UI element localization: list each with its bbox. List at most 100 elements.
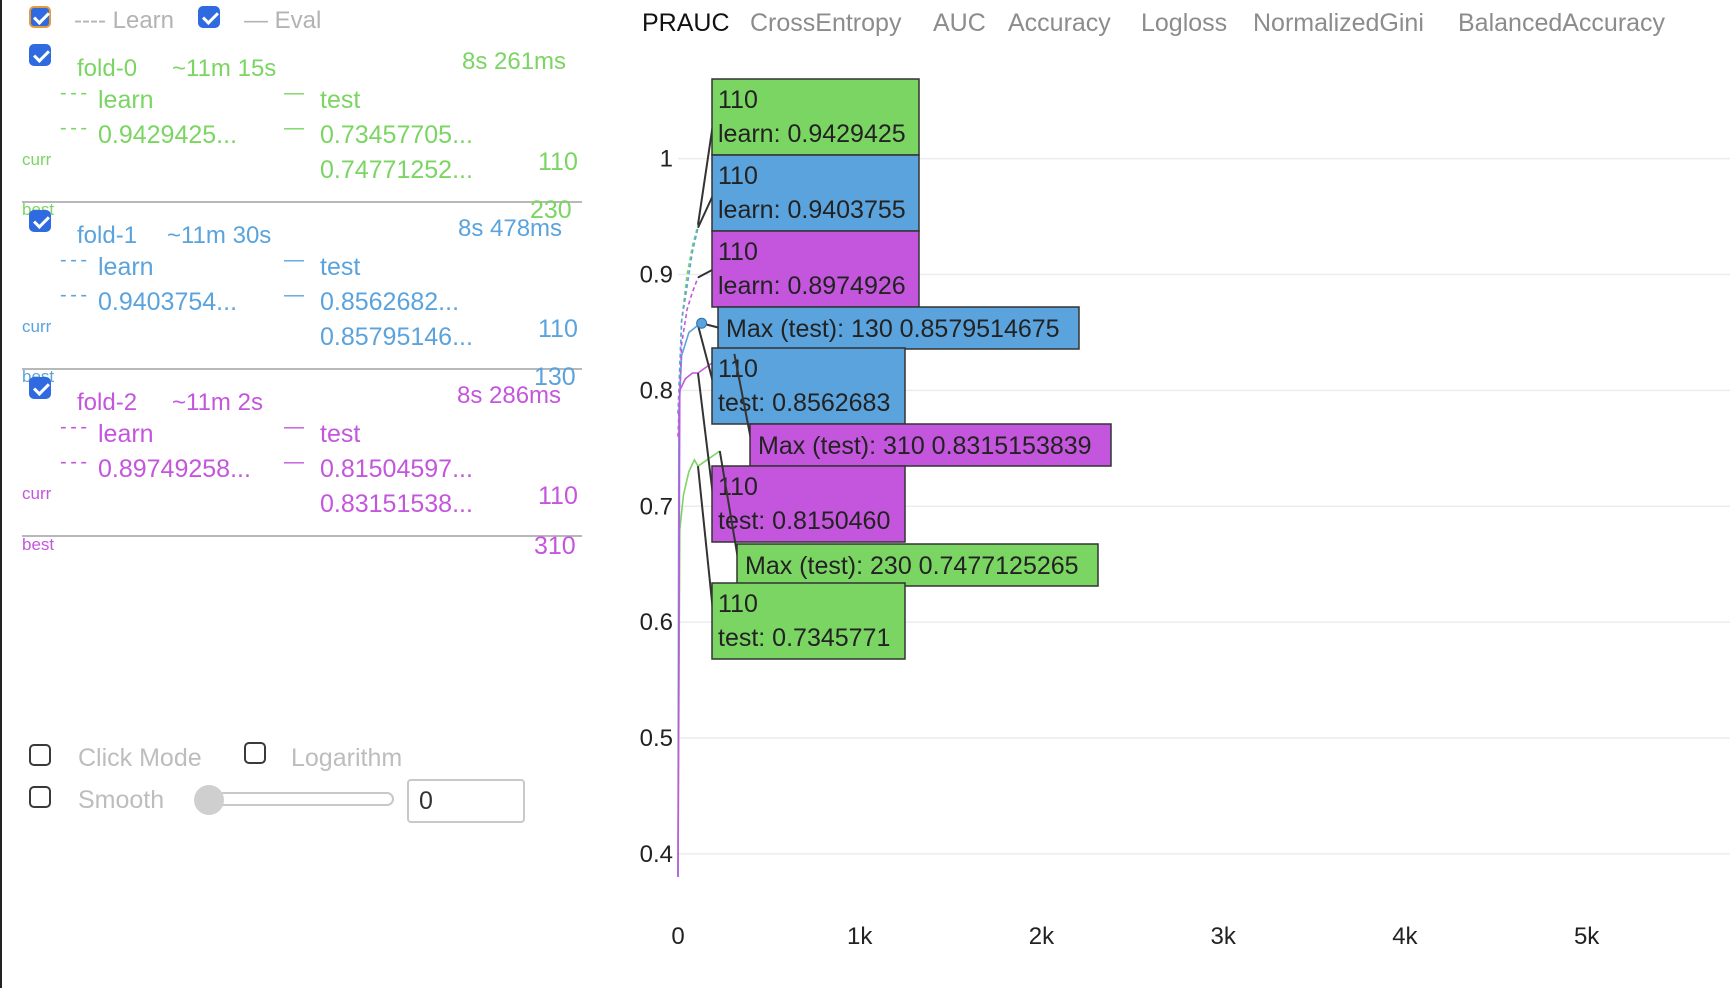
- fold-0-learn-value: 0.9429425...: [98, 121, 238, 149]
- fold-1-checkbox[interactable]: [29, 210, 51, 232]
- dashed-line-icon: - - -: [60, 117, 87, 139]
- fold-1-curr-iter: 110: [538, 315, 578, 343]
- fold-0-duration: 8s 261ms: [462, 48, 567, 75]
- tab-accuracy[interactable]: Accuracy: [1008, 9, 1111, 37]
- tab-normalizedgini[interactable]: NormalizedGini: [1253, 9, 1424, 37]
- x-tick-label: 4k: [1392, 923, 1418, 950]
- annotation-text: test: 0.8150460: [718, 507, 890, 535]
- smooth-label: Smooth: [78, 786, 165, 814]
- x-tick-label: 3k: [1210, 923, 1236, 950]
- annotation-iter: 110: [718, 86, 758, 114]
- series-line: [677, 227, 699, 414]
- smooth-value-input[interactable]: [407, 779, 525, 823]
- eval-legend-label: — Eval: [244, 7, 322, 34]
- fold-2-curr-iter: 110: [538, 482, 578, 510]
- annotation-box: [717, 306, 1080, 350]
- fold-1-best-iter: 130: [534, 363, 576, 391]
- solid-line-icon: —: [284, 249, 304, 271]
- fold-0-curr-iter: 110: [538, 148, 578, 176]
- x-tick-label: 1k: [847, 923, 873, 950]
- dashed-line-icon: - - -: [60, 284, 87, 306]
- click-mode-checkbox[interactable]: [29, 744, 51, 766]
- annotation-box: [736, 543, 1099, 587]
- fold-0-divider: [22, 201, 582, 203]
- tab-auc[interactable]: AUC: [933, 9, 986, 37]
- fold-2-curr-label: curr: [22, 484, 52, 503]
- fold-0-test-value: 0.73457705...: [320, 121, 473, 149]
- smooth-slider-thumb[interactable]: [194, 785, 224, 815]
- annotation-iter: 110: [718, 162, 758, 190]
- series-line: [677, 224, 699, 414]
- x-tick-label: 0: [671, 923, 684, 950]
- fold-2-checkbox[interactable]: [29, 377, 51, 399]
- tab-logloss[interactable]: Logloss: [1141, 9, 1228, 37]
- annotation-box: [711, 78, 920, 156]
- tab-balancedaccuracy[interactable]: BalancedAccuracy: [1458, 9, 1666, 37]
- annotation-text: learn: 0.9429425: [718, 120, 906, 148]
- learn-legend-label: ---- Learn: [74, 7, 175, 34]
- annotation-text: test: 0.7345771: [718, 624, 890, 652]
- y-tick-label: 0.8: [640, 377, 673, 404]
- fold-2-test-header: test: [320, 420, 361, 448]
- annotation-iter: 110: [718, 590, 758, 618]
- fold-1-test-header: test: [320, 253, 361, 281]
- fold-2-learn-header: learn: [98, 420, 154, 448]
- y-tick-label: 1: [660, 146, 673, 173]
- annotation-leader: [718, 450, 740, 566]
- fold-0-checkbox[interactable]: [29, 44, 51, 66]
- fold-0-curr-label: curr: [22, 150, 52, 169]
- annotation-box: [711, 347, 906, 425]
- fold-0-eta: ~11m 15s: [172, 55, 277, 82]
- annotation-box: [711, 465, 906, 543]
- fold-1-duration: 8s 478ms: [458, 215, 563, 242]
- fold-2-best-value: 0.83151538...: [320, 490, 473, 518]
- annotation-text: Max (test): 230 0.7477125265: [745, 552, 1079, 580]
- fold-0-learn-header: learn: [98, 86, 154, 114]
- annotation-text: learn: 0.8974926: [718, 272, 906, 300]
- fold-0-best-iter: 230: [530, 196, 572, 224]
- fold-2-learn-value: 0.89749258...: [98, 455, 251, 483]
- dashed-line-icon: - - -: [60, 451, 87, 473]
- x-tick-label: 5k: [1574, 923, 1600, 950]
- annotation-text: learn: 0.9403755: [718, 196, 906, 224]
- logarithm-checkbox[interactable]: [244, 742, 266, 764]
- y-tick-label: 0.4: [640, 841, 673, 868]
- fold-2-title: fold-2: [77, 389, 138, 416]
- annotation-iter: 110: [718, 238, 758, 266]
- smooth-checkbox[interactable]: [29, 786, 51, 808]
- y-tick-label: 0.9: [640, 262, 673, 289]
- dashed-line-icon: - - -: [60, 82, 87, 104]
- fold-2-test-value: 0.81504597...: [320, 455, 473, 483]
- dashed-line-icon: - - -: [60, 249, 87, 271]
- annotation-box: [711, 582, 906, 660]
- x-tick-label: 2k: [1029, 923, 1055, 950]
- series-line: [677, 322, 702, 878]
- annotation-leader: [733, 353, 753, 446]
- y-tick-label: 0.7: [640, 493, 673, 520]
- annotation-box: [749, 423, 1112, 467]
- solid-line-icon: —: [284, 117, 304, 139]
- solid-line-icon: —: [284, 284, 304, 306]
- series-line: [677, 277, 699, 437]
- fold-0-test-header: test: [320, 86, 361, 114]
- fold-1-learn-value: 0.9403754...: [98, 288, 238, 316]
- eval-toggle-checkbox[interactable]: [198, 6, 220, 28]
- fold-1-test-value: 0.8562682...: [320, 288, 460, 316]
- solid-line-icon: —: [284, 451, 304, 473]
- dashed-line-icon: - - -: [60, 416, 87, 438]
- fold-1-learn-header: learn: [98, 253, 154, 281]
- solid-line-icon: —: [284, 82, 304, 104]
- fold-1-divider: [22, 368, 582, 370]
- fold-2-eta: ~11m 2s: [172, 389, 263, 416]
- learn-toggle-checkbox[interactable]: [29, 6, 51, 28]
- tab-prauc[interactable]: PRAUC: [642, 9, 730, 37]
- tab-crossentropy[interactable]: CrossEntropy: [750, 9, 902, 37]
- fold-2-best-label: best: [22, 535, 55, 554]
- y-tick-label: 0.5: [640, 725, 673, 752]
- logarithm-label: Logarithm: [291, 744, 403, 772]
- fold-0-best-value: 0.74771252...: [320, 156, 473, 184]
- fold-1-eta: ~11m 30s: [167, 222, 272, 249]
- annotation-text: test: 0.8562683: [718, 389, 890, 417]
- click-mode-label: Click Mode: [78, 744, 202, 772]
